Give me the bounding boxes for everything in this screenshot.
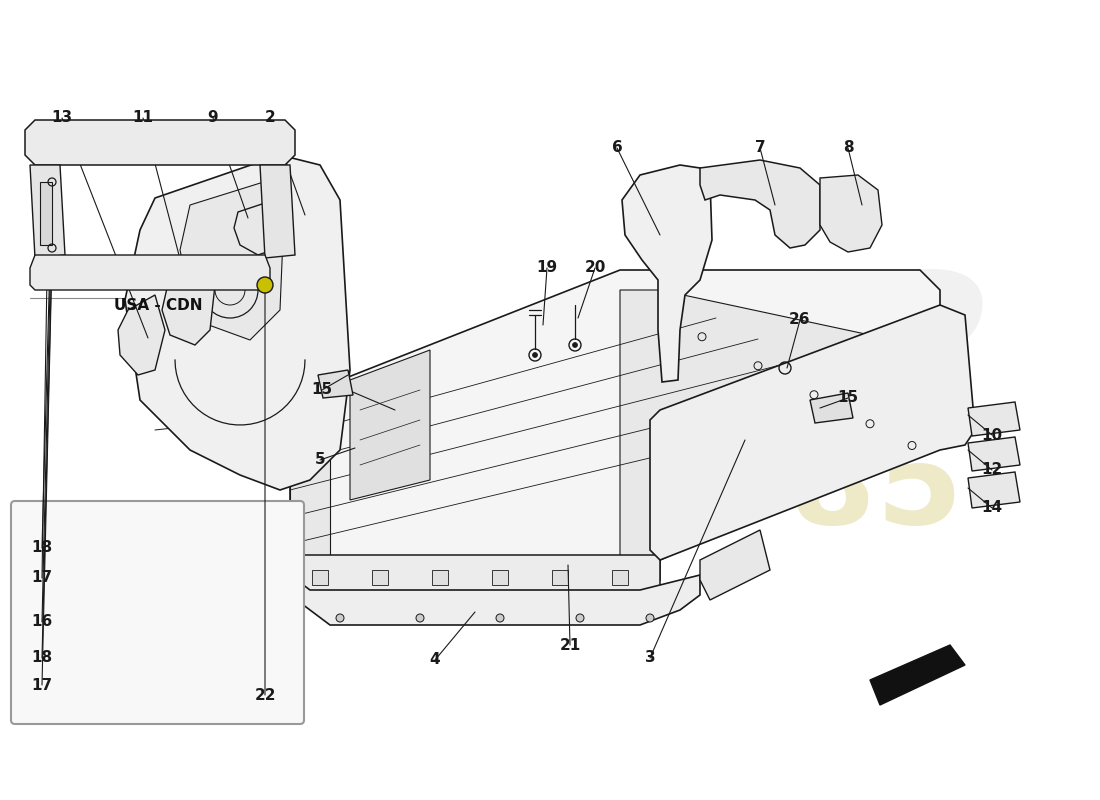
Circle shape (572, 342, 578, 347)
Polygon shape (30, 255, 270, 290)
Polygon shape (30, 165, 65, 258)
Polygon shape (810, 393, 853, 423)
Text: 7: 7 (755, 141, 766, 155)
Circle shape (336, 614, 344, 622)
Polygon shape (621, 165, 712, 382)
Text: 19: 19 (537, 261, 558, 275)
Polygon shape (968, 472, 1020, 508)
Polygon shape (870, 645, 965, 705)
Polygon shape (230, 535, 290, 595)
Polygon shape (125, 155, 350, 490)
Polygon shape (318, 370, 353, 398)
Polygon shape (700, 160, 820, 248)
Polygon shape (290, 270, 940, 590)
Circle shape (576, 614, 584, 622)
Text: a passion for parts: a passion for parts (338, 445, 722, 545)
Text: 8: 8 (843, 141, 854, 155)
Text: 12: 12 (981, 462, 1002, 478)
Polygon shape (118, 295, 165, 375)
Circle shape (416, 614, 424, 622)
Polygon shape (612, 570, 628, 585)
Polygon shape (234, 202, 280, 255)
Polygon shape (162, 260, 214, 345)
Polygon shape (620, 290, 940, 560)
Polygon shape (25, 120, 295, 165)
Polygon shape (180, 180, 285, 340)
Polygon shape (290, 575, 700, 625)
Text: 26: 26 (790, 313, 811, 327)
Polygon shape (372, 570, 388, 585)
Text: 18: 18 (32, 650, 53, 666)
Text: 17: 17 (32, 570, 53, 586)
Text: 18: 18 (32, 541, 53, 555)
Circle shape (532, 353, 538, 358)
Text: USA - CDN: USA - CDN (113, 298, 202, 313)
Polygon shape (432, 570, 448, 585)
Polygon shape (312, 570, 328, 585)
Text: ER: ER (642, 262, 997, 478)
Text: 1985: 1985 (616, 430, 964, 550)
Polygon shape (40, 182, 52, 245)
Text: 16: 16 (32, 614, 53, 630)
Text: 9: 9 (208, 110, 218, 126)
Polygon shape (290, 400, 330, 580)
Polygon shape (260, 165, 295, 258)
Polygon shape (350, 350, 430, 500)
Text: 22: 22 (254, 687, 276, 702)
Polygon shape (968, 402, 1020, 436)
Polygon shape (650, 305, 975, 560)
Polygon shape (820, 175, 882, 252)
Polygon shape (700, 530, 770, 600)
Text: 17: 17 (32, 678, 53, 693)
Text: 3: 3 (645, 650, 656, 666)
Circle shape (646, 614, 654, 622)
Text: 20: 20 (584, 261, 606, 275)
Text: 15: 15 (837, 390, 859, 406)
Polygon shape (290, 555, 660, 600)
FancyBboxPatch shape (11, 501, 304, 724)
Text: 13: 13 (52, 110, 73, 126)
Text: 11: 11 (132, 110, 154, 126)
Text: 10: 10 (981, 427, 1002, 442)
Text: 14: 14 (981, 501, 1002, 515)
Circle shape (257, 277, 273, 293)
Text: 6: 6 (612, 141, 623, 155)
Polygon shape (492, 570, 508, 585)
Text: 4: 4 (430, 653, 440, 667)
Circle shape (496, 614, 504, 622)
Text: 21: 21 (560, 638, 581, 653)
Text: 15: 15 (311, 382, 332, 398)
Polygon shape (552, 570, 568, 585)
Polygon shape (968, 437, 1020, 471)
Text: 5: 5 (315, 453, 326, 467)
Text: 2: 2 (265, 110, 275, 126)
